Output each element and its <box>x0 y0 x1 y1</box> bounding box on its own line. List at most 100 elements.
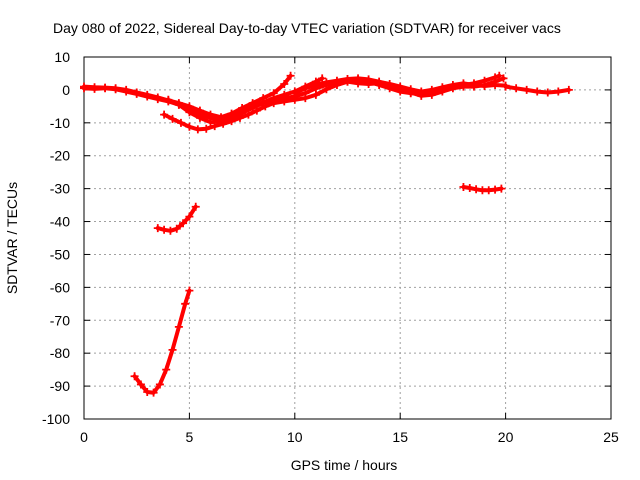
data-point-marker <box>149 388 158 397</box>
data-point-marker <box>193 125 202 134</box>
data-point-marker <box>261 102 270 111</box>
y-tick-label: 0 <box>62 82 70 98</box>
data-point-marker <box>90 84 99 93</box>
data-point-marker <box>162 365 171 374</box>
data-point-marker <box>153 224 162 233</box>
data-point-marker <box>130 372 139 381</box>
data-point-marker <box>160 225 169 234</box>
y-tick-label: -100 <box>42 411 70 427</box>
data-point-marker <box>491 185 500 194</box>
x-tick-label: 20 <box>498 429 514 445</box>
data-point-marker <box>155 380 164 389</box>
data-point-marker <box>354 74 363 83</box>
data-point-marker <box>101 84 110 93</box>
data-point-marker <box>185 286 194 295</box>
series-line <box>132 288 192 395</box>
y-tick-label: -60 <box>50 279 70 295</box>
axis-ticks: 10 0 -10 -20 -30 -40 -50 -60 -70 -80 -90 -100 0 5 10 15… <box>42 49 619 445</box>
data-point-marker <box>311 80 320 89</box>
data-point-marker <box>172 224 181 233</box>
data-point-marker <box>168 345 177 354</box>
data-point-marker <box>396 82 405 91</box>
data-point-marker <box>280 79 289 88</box>
data-point-marker <box>448 80 457 89</box>
data-point-marker <box>322 85 331 94</box>
data-point-marker <box>185 122 194 131</box>
data-point-marker <box>438 83 447 92</box>
series-track-f <box>501 82 573 97</box>
data-point-marker <box>219 119 228 128</box>
data-point-marker <box>185 108 194 117</box>
data-point-marker <box>501 82 510 91</box>
data-point-marker <box>280 97 289 106</box>
data-point-marker <box>206 118 215 127</box>
data-point-marker <box>185 212 194 221</box>
y-tick-label: -10 <box>50 115 70 131</box>
data-point-marker <box>174 322 183 331</box>
y-tick-label: -50 <box>50 246 70 262</box>
data-point-marker <box>191 202 200 211</box>
data-point-marker <box>181 299 190 308</box>
y-tick-label: -40 <box>50 214 70 230</box>
data-point-marker <box>469 80 478 89</box>
data-point-marker <box>533 87 542 96</box>
data-point-marker <box>491 80 500 89</box>
grid <box>84 57 611 419</box>
data-point-marker <box>164 95 173 104</box>
y-tick-label: 10 <box>54 49 70 65</box>
data-point-marker <box>132 89 141 98</box>
data-point-marker <box>406 85 415 94</box>
x-tick-label: 10 <box>287 429 303 445</box>
data-point-marker <box>343 75 352 84</box>
series-track-g <box>153 202 200 235</box>
x-tick-label: 5 <box>186 429 194 445</box>
data-point-marker <box>195 113 204 122</box>
data-point-marker <box>427 85 436 94</box>
data-point-marker <box>311 90 320 99</box>
data-point-marker <box>244 110 253 119</box>
y-tick-label: -90 <box>50 378 70 394</box>
data-point-marker <box>143 92 152 101</box>
data-point-marker <box>385 79 394 88</box>
y-tick-label: -70 <box>50 312 70 328</box>
y-tick-label: -80 <box>50 345 70 361</box>
data-point-marker <box>174 100 183 109</box>
data-point-marker <box>364 75 373 84</box>
data-point-marker <box>168 114 177 123</box>
data-point-marker <box>564 85 573 94</box>
x-tick-label: 25 <box>603 429 619 445</box>
data-point-marker <box>480 81 489 90</box>
data-point-marker <box>301 84 310 93</box>
data-point-marker <box>286 71 295 80</box>
data-point-marker <box>318 74 327 83</box>
y-axis-label: SDTVAR / TECUs <box>4 182 20 294</box>
data-point-marker <box>160 110 169 119</box>
data-point-marker <box>80 84 88 93</box>
data-point-marker <box>202 124 211 133</box>
data-point-marker <box>176 118 185 127</box>
data-point-marker <box>136 380 145 389</box>
data-point-marker <box>153 95 162 104</box>
y-tick-label: -20 <box>50 148 70 164</box>
data-point-marker <box>111 85 120 94</box>
plot-frame <box>83 56 612 420</box>
data-point-marker <box>269 99 278 108</box>
x-tick-label: 15 <box>392 429 408 445</box>
data-point-marker <box>301 94 310 103</box>
x-tick-label: 0 <box>80 429 88 445</box>
data-point-marker <box>252 106 261 115</box>
data-point-marker <box>465 183 474 192</box>
data-point-marker <box>459 182 468 191</box>
data-point-marker <box>332 76 341 85</box>
chart-title: Day 080 of 2022, Sidereal Day-to-day VTE… <box>53 20 561 36</box>
data-point-marker <box>322 78 331 87</box>
data-point-marker <box>417 87 426 96</box>
data-point-marker <box>235 113 244 122</box>
data-point-marker <box>543 88 552 97</box>
data-point-marker <box>472 185 481 194</box>
data-point-marker <box>227 117 236 126</box>
series-track-i <box>459 182 506 195</box>
data-point-marker <box>512 84 521 93</box>
data-point-marker <box>554 87 563 96</box>
